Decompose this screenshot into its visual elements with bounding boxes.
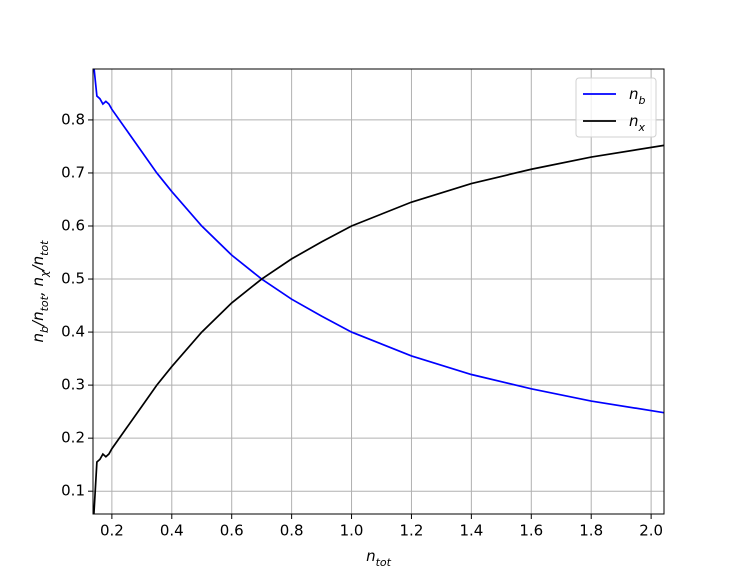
- x-tick-label: 1.4: [459, 522, 483, 540]
- series-line: [93, 144, 664, 514]
- x-tick-label: 1.8: [579, 522, 603, 540]
- y-tick-label: 0.1: [61, 482, 85, 500]
- plot-frame: [92, 68, 665, 515]
- label-part: tot: [38, 295, 51, 311]
- y-axis-label: nb/ntot, nχ/ntot: [29, 240, 51, 343]
- y-tick-label: 0.2: [61, 429, 85, 447]
- y-tick-label: 0.7: [61, 163, 85, 181]
- label-part: n: [29, 333, 47, 343]
- label-part: b: [38, 326, 51, 333]
- x-tick-label: 0.4: [160, 522, 184, 540]
- label-part: n: [629, 85, 639, 103]
- x-axis-label: ntot: [366, 547, 392, 569]
- x-tick-label: 0.6: [220, 522, 244, 540]
- legend-label: nx: [629, 112, 646, 134]
- label-part: x: [638, 121, 646, 134]
- label-part: , n: [29, 277, 47, 296]
- label-part: n: [629, 112, 639, 130]
- x-tick-label: 0.8: [280, 522, 304, 540]
- label-part: /n: [29, 311, 47, 328]
- x-tick-label: 1.2: [400, 522, 424, 540]
- label-part: χ: [38, 270, 51, 278]
- x-tick-label: 1.0: [340, 522, 364, 540]
- y-tick-label: 0.8: [61, 110, 85, 128]
- legend-box: [575, 77, 657, 138]
- label-part: n: [366, 547, 376, 565]
- y-tick-label: 0.5: [61, 270, 85, 288]
- series-line: [93, 69, 664, 414]
- label-part: tot: [376, 556, 392, 569]
- label-part: /n: [29, 256, 47, 273]
- label-part: b: [639, 94, 646, 107]
- legend-label: nb: [629, 85, 646, 107]
- y-tick-label: 0.3: [61, 376, 85, 394]
- x-tick-label: 2.0: [639, 522, 663, 540]
- label-part: tot: [38, 240, 51, 256]
- x-tick-label: 0.2: [100, 522, 124, 540]
- y-tick-label: 0.6: [61, 216, 85, 234]
- y-tick-label: 0.4: [61, 323, 85, 341]
- x-tick-label: 1.6: [519, 522, 543, 540]
